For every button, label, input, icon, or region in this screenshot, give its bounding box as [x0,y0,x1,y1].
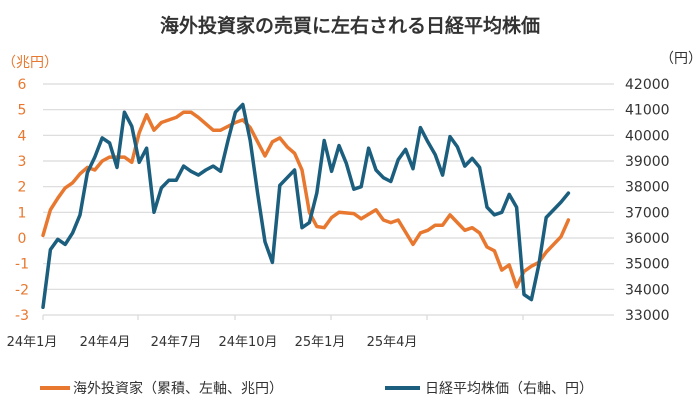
right-tick-label: 36000 [625,231,670,247]
right-tick-label: 41000 [625,103,670,119]
left-tick-label: 6 [18,77,27,93]
x-tick-label: 24年1月 [7,335,58,350]
left-tick-label: -1 [15,257,29,273]
right-tick-label: 34000 [625,282,670,298]
right-tick-label: 39000 [625,154,670,170]
x-tick-label: 24年4月 [80,335,131,350]
x-tick-label: 25年4月 [367,335,418,350]
left-axis-unit: （兆円） [2,55,58,71]
left-axis: 6 5 4 3 2 1 0 -1 -2 -3 [15,77,29,324]
legend: 海外投資家（累積、左軸、兆円） 日経平均株価（右軸、円） [40,380,593,397]
left-tick-label: 4 [18,128,27,144]
right-tick-label: 38000 [625,180,670,196]
chart-title: 海外投資家の売買に左右される日経平均株価 [160,14,540,37]
right-tick-label: 33000 [625,308,670,324]
left-tick-label: -2 [15,282,29,298]
right-tick-label: 35000 [625,257,670,273]
left-tick-label: 5 [18,103,27,119]
right-tick-label: 37000 [625,205,670,221]
right-tick-label: 40000 [625,128,670,144]
right-tick-label: 42000 [625,77,670,93]
right-axis-unit: （円） [660,51,700,67]
left-tick-label: 0 [18,231,27,247]
x-tick-label: 24年10月 [218,335,277,350]
left-tick-label: 3 [18,154,27,170]
right-axis: 42000 41000 40000 39000 38000 37000 36000 35000… [625,77,670,324]
left-tick-label: 1 [18,205,27,221]
left-tick-label: 2 [18,180,27,196]
left-tick-label: -3 [15,308,29,324]
x-tick-label: 24年7月 [151,335,202,350]
x-tick-label: 25年1月 [295,335,346,350]
legend-label-nikkei: 日経平均株価（右軸、円） [425,381,593,397]
legend-label-foreign-investors: 海外投資家（累積、左軸、兆円） [73,380,283,397]
x-axis: 24年1月 24年4月 24年7月 24年10月 25年1月 25年4月 [7,315,523,350]
